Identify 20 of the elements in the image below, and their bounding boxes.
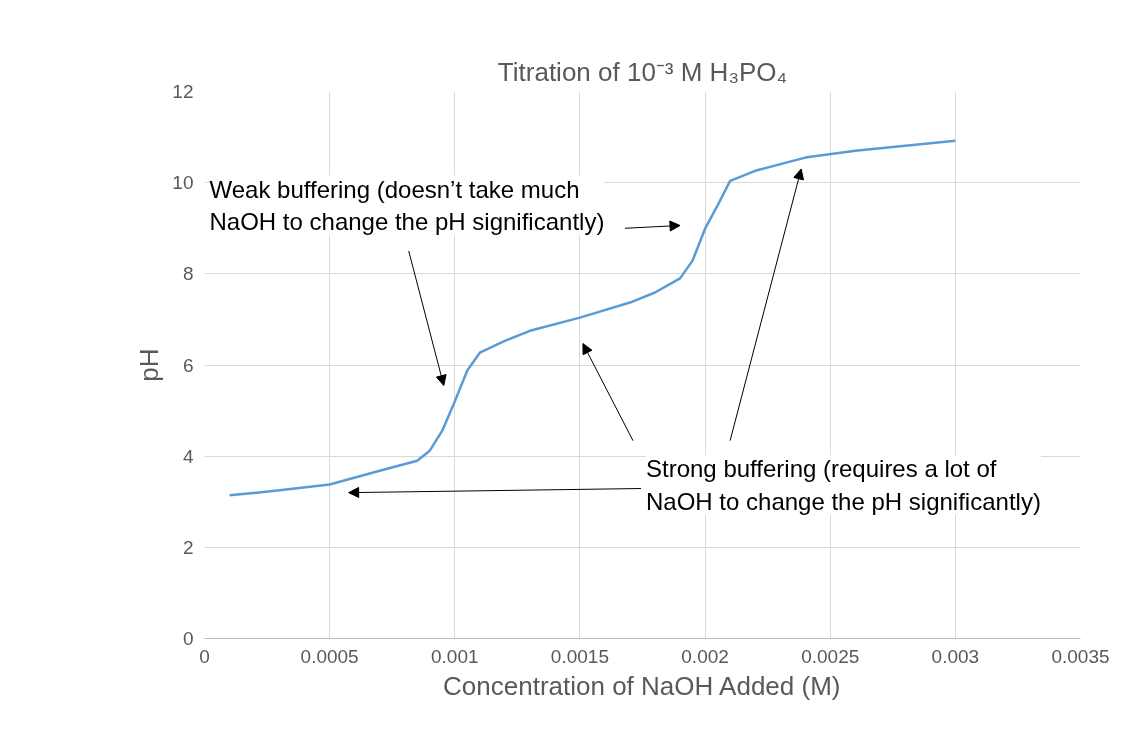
x-tick-label: 0.002 [681,645,729,667]
x-tick-label: 0.001 [431,645,479,667]
x-tick-label: 0 [199,645,210,667]
x-tick-label: 0.0005 [300,645,359,667]
x-tick-label: 0.0015 [550,645,609,667]
y-tick-label: 2 [182,536,194,558]
chart-title: Titration of 10⁻³ M H₃PO₄ [497,56,788,87]
x-axis-title: Concentration of NaOH Added (M) [443,670,841,701]
x-tick-label: 0.0025 [801,645,860,667]
y-tick-label: 10 [172,172,194,194]
x-tick-label: 0.003 [931,645,980,667]
annotation: Strong buffering (requires a lot of NaOH to change the pH significantly) [646,455,1041,515]
x-tick-label: 0.0035 [1051,645,1110,667]
y-tick-label: 0 [182,628,194,649]
y-tick-label: 12 [172,81,194,102]
y-tick-label: 4 [182,445,194,467]
y-tick-label: 6 [182,354,194,376]
y-axis-title: pH [134,348,165,382]
y-tick-label: 8 [182,263,194,285]
annotation: Weak buffering (doesn’t take much NaOH to change the pH significantly) [209,175,605,236]
